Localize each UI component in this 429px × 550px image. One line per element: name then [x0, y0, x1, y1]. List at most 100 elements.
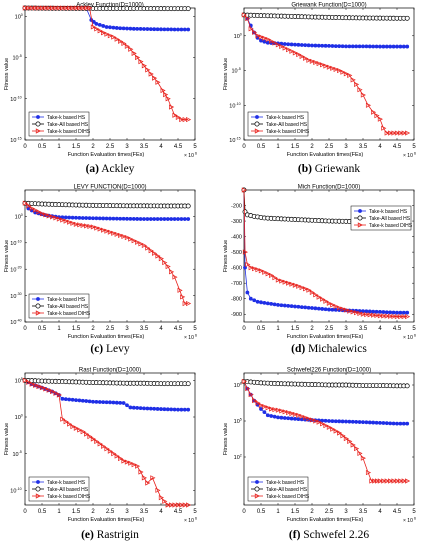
data-point — [282, 416, 287, 420]
data-point — [384, 421, 389, 426]
data-point — [36, 5, 42, 11]
series-3 — [22, 200, 192, 307]
data-point — [155, 79, 161, 85]
data-point — [60, 5, 66, 11]
data-point — [367, 312, 373, 318]
data-point — [299, 305, 304, 309]
data-point — [259, 407, 263, 411]
data-point — [303, 55, 309, 61]
data-point — [97, 226, 103, 232]
data-point — [104, 31, 110, 37]
legend-marker — [35, 493, 41, 499]
data-point — [316, 43, 321, 48]
data-point — [169, 407, 174, 412]
data-point — [125, 403, 129, 408]
data-point — [365, 102, 372, 108]
data-point — [159, 217, 163, 221]
data-point — [125, 26, 129, 31]
data-point — [145, 480, 151, 486]
data-point — [148, 27, 153, 32]
data-point — [384, 44, 389, 49]
y-tick-label: 10 — [229, 138, 235, 144]
y-tick-label: 10 — [15, 415, 21, 421]
data-point — [344, 44, 348, 49]
data-point — [152, 27, 157, 32]
data-point — [118, 455, 124, 462]
caption-letter: (f) — [289, 529, 301, 541]
x-tick-label: 3 — [344, 509, 348, 515]
data-point — [165, 502, 171, 508]
data-point — [252, 298, 257, 303]
x-tick-label: 3 — [125, 144, 129, 150]
panel-caption: (a) Ackley — [86, 163, 135, 175]
data-point — [152, 250, 158, 256]
y-tick-label-exp: 0 — [21, 414, 23, 418]
data-point — [381, 44, 386, 49]
legend-label: Take-k based HS — [47, 480, 86, 486]
x-tick-label: 0 — [23, 144, 27, 150]
data-point — [272, 40, 278, 46]
data-point — [398, 44, 403, 49]
y-tick-label-exp: 0 — [21, 13, 23, 17]
chart-title: Schwefel226 Function(D=1000) — [287, 368, 371, 374]
data-point — [121, 458, 127, 464]
data-point — [124, 234, 130, 241]
data-point — [333, 44, 338, 48]
data-point — [245, 16, 251, 22]
data-point — [337, 430, 343, 436]
legend-marker — [254, 493, 260, 499]
data-point — [241, 12, 247, 18]
data-point — [377, 116, 383, 122]
x-tick-label: 5 — [193, 509, 197, 515]
data-point — [395, 421, 399, 426]
data-point — [67, 421, 73, 427]
x-tick-label: 0.5 — [257, 326, 266, 332]
y-axis-label: Fitness value — [223, 58, 229, 90]
data-point — [255, 400, 261, 406]
y-tick-label: 10 — [234, 419, 240, 425]
data-point — [330, 44, 335, 48]
data-point — [347, 308, 353, 314]
data-point — [388, 421, 393, 426]
data-point — [145, 27, 150, 31]
data-point — [128, 405, 133, 410]
data-point — [333, 303, 339, 310]
data-point — [326, 300, 332, 306]
data-point — [384, 313, 390, 319]
data-point — [374, 309, 379, 314]
data-point — [182, 116, 188, 123]
data-point — [320, 62, 326, 68]
data-point — [258, 268, 264, 274]
data-point — [405, 310, 410, 315]
data-point — [56, 216, 62, 222]
data-point — [97, 216, 102, 221]
data-point — [94, 225, 100, 231]
data-point — [309, 289, 315, 296]
data-point — [36, 209, 42, 215]
data-point — [43, 212, 49, 218]
data-point — [159, 407, 163, 411]
legend-marker — [357, 215, 363, 221]
data-point — [101, 443, 107, 449]
data-point — [135, 239, 141, 245]
data-point — [242, 249, 249, 255]
data-point — [350, 419, 355, 424]
data-point — [289, 304, 294, 309]
data-point — [350, 44, 355, 49]
y-tick-label-exp: -10 — [16, 95, 21, 99]
y-tick-label-exp: 0 — [240, 32, 242, 36]
data-point — [367, 309, 372, 314]
data-point — [252, 266, 258, 272]
data-point — [337, 67, 343, 74]
data-point — [169, 27, 174, 32]
data-point — [255, 299, 260, 304]
data-point — [29, 5, 35, 11]
data-point — [70, 215, 75, 220]
data-point — [141, 242, 147, 249]
data-point — [279, 303, 284, 308]
y-axis-label: Fitness value — [4, 240, 10, 272]
data-point — [128, 26, 133, 31]
data-point — [381, 313, 387, 319]
data-point — [262, 404, 268, 410]
data-point — [169, 217, 174, 221]
